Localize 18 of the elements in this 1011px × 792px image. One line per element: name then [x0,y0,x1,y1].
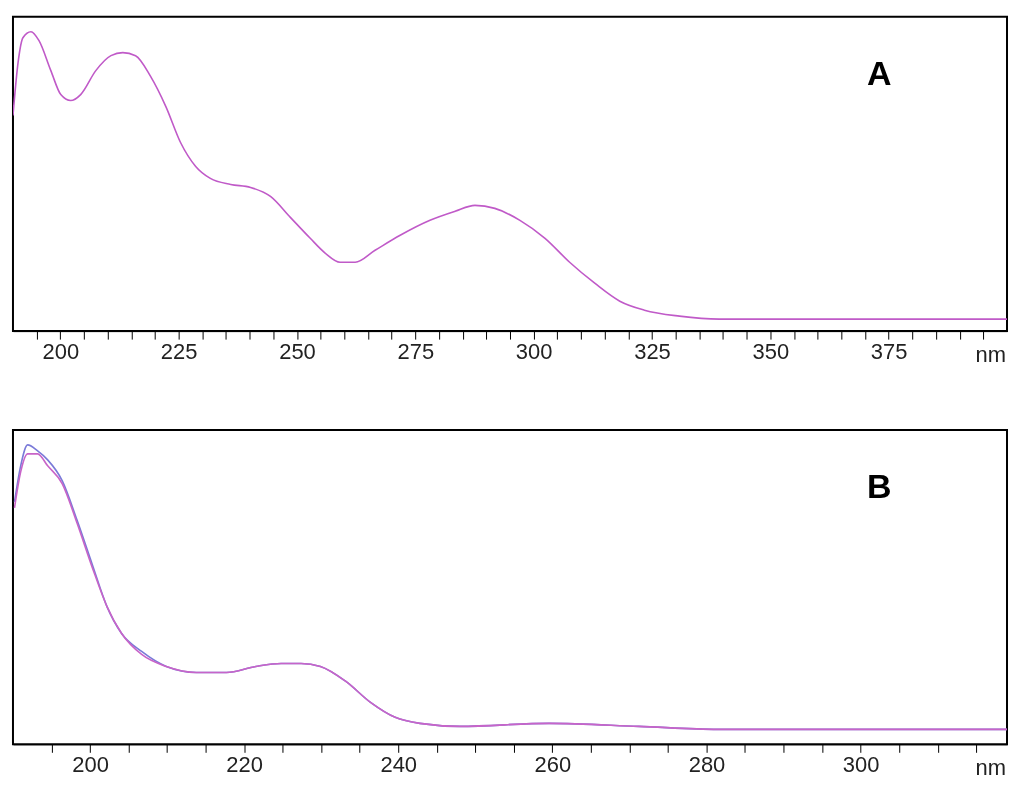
x-tick-label: 220 [226,751,263,777]
text: A [867,53,892,92]
x-axis-title: nm [975,755,1007,781]
x-tick-label: 280 [688,751,726,777]
x-tick-label: 325 [634,338,671,364]
x-tick-label: 300 [515,338,553,364]
x-tick-label: 200 [42,338,80,364]
x-tick-label: 350 [752,338,790,364]
x-tick-label: 250 [279,338,316,364]
x-tick-label: 240 [380,751,418,777]
x-tick-label: 375 [870,338,908,364]
x-tick-label: 200 [72,751,109,777]
text: B [867,466,892,505]
x-tick-label: 300 [842,751,880,777]
x-tick-label: 225 [160,338,198,364]
x-tick-label: 275 [397,338,435,364]
x-axis-title: nm [975,342,1007,368]
x-tick-label: 260 [534,751,572,777]
